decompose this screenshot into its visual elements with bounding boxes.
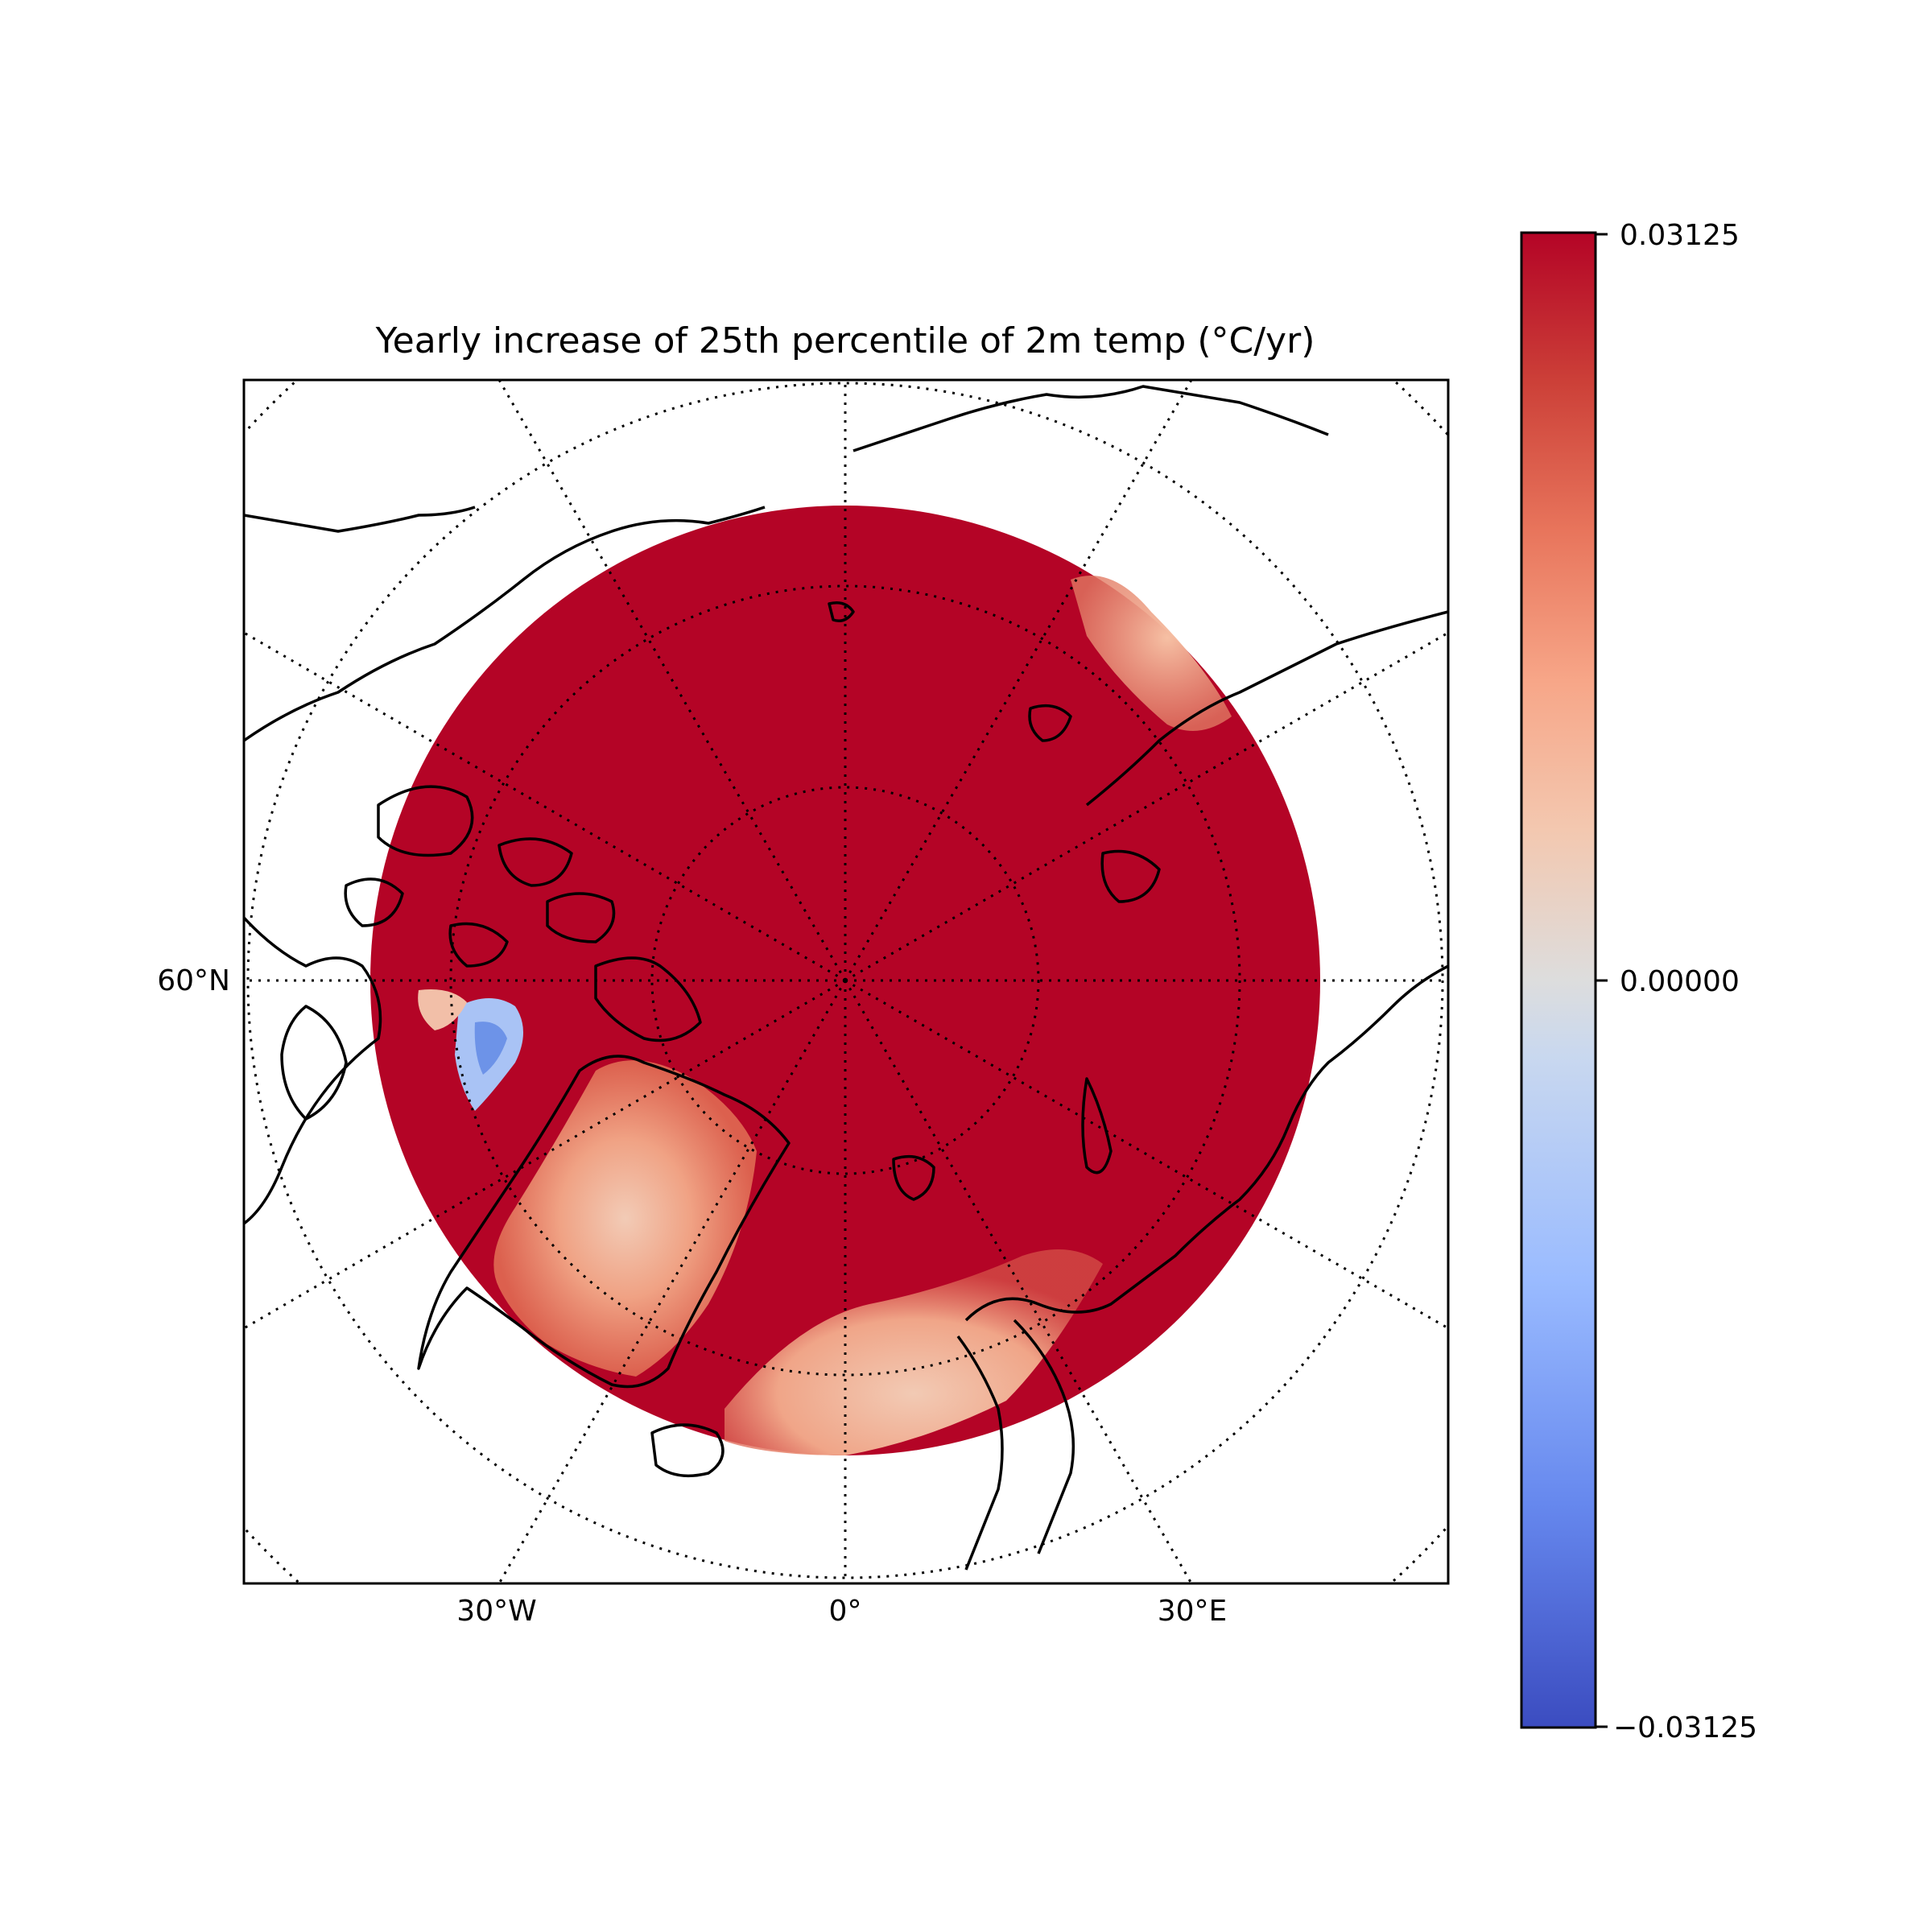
latitude-circle-60n xyxy=(246,382,1444,1579)
coastline-svalbard xyxy=(892,1154,935,1201)
meridian-30w xyxy=(497,980,847,1583)
coastlines xyxy=(244,385,1448,1571)
coastline-hudson-bay xyxy=(280,1005,348,1121)
meridian-60w xyxy=(244,979,846,1330)
map-frame xyxy=(242,378,1450,1585)
coastline-north-america xyxy=(244,916,382,1225)
region-barents-kara-sector xyxy=(1071,576,1232,731)
coastline-canadian-archipelago xyxy=(594,956,702,1042)
lon-label-30w: 30°W xyxy=(456,1595,536,1628)
colorbar: 0.03125 0.00000 −0.03125 xyxy=(1520,219,1757,1744)
chart-title: Yearly increase of 25th percentile of 2m… xyxy=(375,320,1315,361)
colorbar-gradient xyxy=(1520,231,1597,1729)
colorbar-tick-max: 0.03125 xyxy=(1620,219,1740,252)
lon-label-0: 0° xyxy=(829,1595,862,1628)
meridian-150w xyxy=(497,380,847,981)
map-area xyxy=(244,380,1448,1583)
meridian-150e xyxy=(844,380,1193,981)
colorbar-tick-zero: 0.00000 xyxy=(1620,965,1740,998)
meridian-60e xyxy=(844,979,1448,1330)
lat-label-60n: 60°N xyxy=(157,964,230,997)
meridian-30e xyxy=(844,980,1193,1583)
region-norwegian-sea-sector xyxy=(724,1249,1103,1455)
colorbar-tick-min: −0.03125 xyxy=(1613,1711,1757,1744)
coastline-novaya-zemlya xyxy=(1081,1077,1113,1174)
graticule xyxy=(244,380,1448,1583)
meridian-120w xyxy=(244,631,846,982)
coastline-scandinavia xyxy=(956,1319,1075,1571)
latitude-circle-80n xyxy=(650,786,1040,1175)
latitude-circle-70n xyxy=(449,584,1241,1377)
coastline-eurasia xyxy=(964,964,1448,1322)
region-greenland-interior xyxy=(493,1060,757,1377)
coastline-iceland xyxy=(650,1423,724,1478)
coastline-greenland xyxy=(417,1055,791,1389)
lon-label-30e: 30°E xyxy=(1158,1595,1228,1628)
meridian-120e xyxy=(844,631,1448,982)
